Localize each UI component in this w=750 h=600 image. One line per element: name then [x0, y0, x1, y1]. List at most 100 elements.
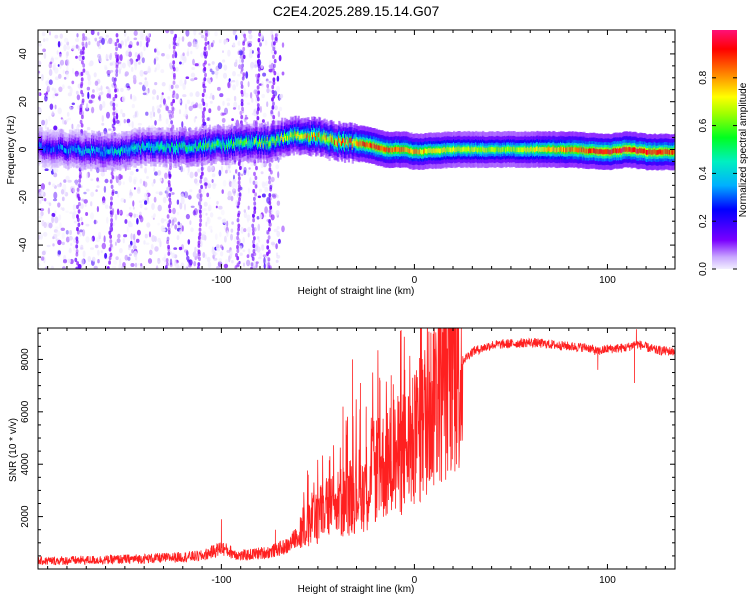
spectrogram-noise-mark — [40, 256, 45, 261]
spectrogram-noise-mark — [157, 108, 161, 114]
figure-title: C2E4.2025.289.15.14.G07 — [273, 3, 440, 19]
spectrogram-streak-mark — [201, 171, 204, 176]
spectrogram-streak-mark — [268, 227, 271, 232]
spectrogram-noise-mark — [146, 32, 151, 37]
spectrogram-streak-mark — [170, 120, 174, 125]
spectrogram-noise-mark — [102, 196, 106, 204]
spectrogram-noise-mark — [190, 72, 196, 78]
spectrogram-noise-mark — [126, 87, 130, 91]
spectrogram-noise-mark — [181, 225, 184, 232]
spectrogram-streak-mark — [255, 165, 258, 171]
spectrogram-streak-mark — [273, 41, 276, 46]
spectrogram-noise-mark — [57, 64, 60, 67]
spectrogram-noise-mark — [109, 225, 113, 233]
spectrogram-noise-mark — [156, 50, 160, 56]
spectrogram-noise-mark — [91, 256, 96, 262]
spectrogram-streak-mark — [235, 253, 238, 258]
spectrogram-streak-mark — [203, 46, 207, 51]
spectrogram-noise-mark — [63, 259, 67, 264]
spectrogram-noise-mark — [92, 89, 95, 93]
spectrogram-noise-mark — [143, 181, 148, 188]
spectrogram-streak-mark — [81, 98, 85, 103]
spectrogram-noise-mark — [200, 52, 205, 58]
spectrogram-noise-mark — [49, 61, 53, 65]
spectrogram-noise-mark — [132, 74, 137, 81]
spectrogram-streak-mark — [237, 180, 241, 185]
spectrogram-noise-mark — [268, 173, 271, 178]
spectrogram-noise-mark — [225, 39, 228, 44]
spectrogram-noise-mark — [218, 169, 222, 177]
spectrogram-streak-mark — [199, 193, 203, 198]
spectrogram-noise-mark — [48, 168, 53, 171]
spectrogram-noise-mark — [131, 103, 135, 109]
spectrogram-noise-mark — [99, 103, 103, 111]
spectrogram-noise-mark — [220, 165, 224, 173]
spectrogram-noise-mark — [47, 207, 51, 215]
spectrogram-noise-mark — [259, 105, 262, 113]
spectrogram-noise-mark — [191, 67, 196, 70]
spectrogram-noise-mark — [201, 233, 206, 241]
spectrogram-noise-mark — [255, 73, 258, 78]
spectrogram-streak-mark — [113, 81, 116, 86]
spectrogram-noise-mark — [182, 52, 185, 57]
spectrogram-noise-mark — [221, 246, 224, 251]
spectrogram-noise-mark — [45, 80, 50, 86]
spectrogram-streak-mark — [202, 114, 205, 119]
spectrogram-noise-mark — [82, 250, 86, 258]
spectrogram-noise-mark — [270, 214, 275, 221]
spectrogram-noise-mark — [97, 249, 100, 256]
spectrogram-noise-mark — [128, 122, 131, 127]
spectrogram-streak-mark — [258, 67, 261, 72]
spectrogram-noise-mark — [161, 95, 164, 99]
spectrogram-streak-mark — [165, 258, 169, 263]
spectrogram-noise-mark — [164, 172, 168, 179]
spectrogram-noise-mark — [115, 103, 119, 108]
spectrogram-noise-mark — [231, 181, 236, 189]
spectrogram-noise-mark — [178, 109, 182, 115]
spectrogram-streak-mark — [236, 204, 240, 209]
spectrogram-streak-mark — [236, 231, 240, 236]
spectrogram-noise-mark — [212, 40, 215, 44]
spectrogram-noise-mark — [144, 200, 148, 205]
spectrogram-noise-mark — [144, 192, 148, 198]
spectrogram-noise-mark — [187, 41, 192, 47]
spectrogram-streak-mark — [112, 97, 116, 102]
spectrogram-noise-mark — [192, 210, 196, 216]
spectrogram-noise-mark — [113, 260, 117, 265]
spectrogram-noise-mark — [67, 117, 72, 121]
spectrogram-noise-mark — [211, 165, 216, 173]
spectrogram-noise-mark — [122, 181, 125, 185]
spectrogram-noise-mark — [242, 87, 247, 93]
spectrogram-noise-mark — [214, 70, 219, 76]
spectrogram-streak-mark — [172, 60, 176, 65]
spectrogram-noise-mark — [257, 223, 261, 231]
spectrogram-noise-mark — [76, 94, 81, 101]
spectrogram-noise-mark — [246, 254, 250, 259]
spectrogram-streak-mark — [166, 214, 170, 219]
spectrogram-noise-mark — [237, 50, 240, 55]
spectrogram-streak-mark — [273, 71, 277, 76]
spectrogram-noise-mark — [237, 73, 242, 77]
spectrogram-noise-mark — [183, 113, 186, 118]
spectrogram-streak-mark — [268, 193, 272, 198]
spectrogram-noise-mark — [243, 209, 246, 213]
spectrogram-streak-mark — [80, 129, 83, 134]
spectrogram-noise-mark — [183, 56, 187, 62]
spectrogram-noise-mark — [206, 192, 210, 198]
spectrogram-streak-mark — [172, 45, 176, 50]
spectrogram-streak-mark — [252, 249, 256, 254]
spectrogram-noise-mark — [66, 45, 70, 51]
spectrogram-noise-mark — [69, 106, 74, 111]
spectrogram-noise-mark — [75, 44, 79, 49]
spectrogram-streak-mark — [268, 200, 272, 206]
spectrogram-streak-mark — [167, 180, 171, 185]
spectrogram-noise-mark — [40, 183, 46, 191]
spectrogram-noise-mark — [52, 243, 55, 247]
spectrogram-streak-mark — [115, 68, 119, 74]
spectrogram-noise-mark — [232, 187, 235, 196]
spectrogram-noise-mark — [105, 86, 109, 90]
spectrogram-noise-mark — [237, 40, 241, 46]
spectrogram-noise-mark — [211, 179, 214, 183]
spectrogram-noise-mark — [151, 182, 155, 187]
spectrogram-noise-mark — [281, 225, 285, 233]
